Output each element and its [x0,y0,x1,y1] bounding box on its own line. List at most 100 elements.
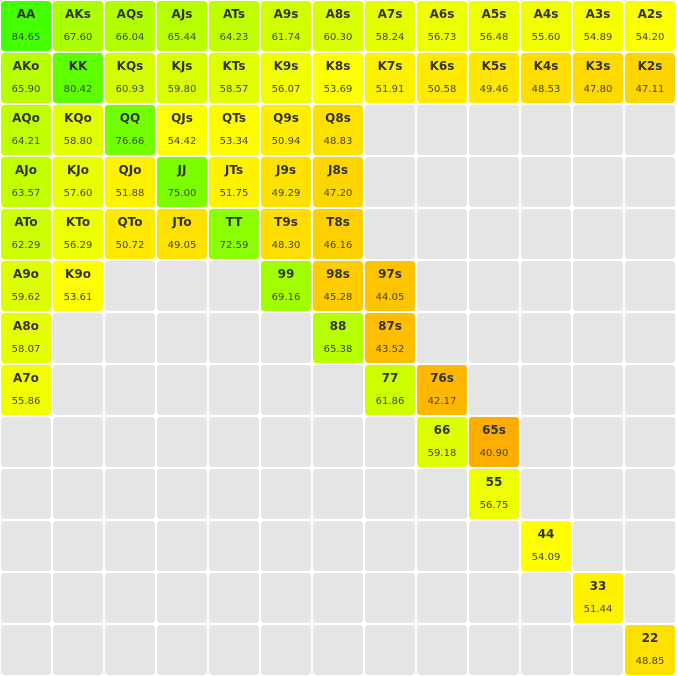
hand-cell[interactable]: AKs 67.60 [53,1,103,51]
hand-cell[interactable]: Q8s 48.83 [313,105,363,155]
equity-value: 69.16 [271,292,301,303]
hand-cell[interactable]: AA 84.65 [1,1,51,51]
hand-cell[interactable]: QJo 51.88 [105,157,155,207]
hand-cell[interactable]: A9o 59.62 [1,261,51,311]
hand-cell[interactable]: K8s 53.69 [313,53,363,103]
hand-cell[interactable]: K2s 47.11 [625,53,675,103]
hand-cell[interactable]: 77 61.86 [365,365,415,415]
hand-cell[interactable]: 76s 42.17 [417,365,467,415]
equity-value: 48.83 [323,136,353,147]
hand-cell[interactable]: A8s 60.30 [313,1,363,51]
hand-cell[interactable]: KTo 56.29 [53,209,103,259]
hand-label: T9s [274,215,298,229]
hand-cell[interactable]: J9s 49.29 [261,157,311,207]
hand-cell[interactable]: K6s 50.58 [417,53,467,103]
hand-label: QJo [118,163,142,177]
hand-cell[interactable]: AJs 65.44 [157,1,207,51]
hand-cell[interactable]: AQs 66.04 [105,1,155,51]
hand-cell[interactable]: 87s 43.52 [365,313,415,363]
hand-cell[interactable]: KK 80.42 [53,53,103,103]
hand-cell[interactable]: T9s 48.30 [261,209,311,259]
hand-label: 65s [482,423,506,437]
hand-cell[interactable]: 22 48.85 [625,625,675,675]
hand-cell[interactable]: QTo 50.72 [105,209,155,259]
hand-cell[interactable]: AKo 65.90 [1,53,51,103]
hand-cell[interactable]: 55 56.75 [469,469,519,519]
equity-value: 50.94 [271,136,301,147]
hand-label: 55 [485,475,503,489]
empty-cell [157,625,207,675]
empty-cell [469,157,519,207]
empty-cell [209,625,259,675]
hand-cell[interactable]: QJs 54.42 [157,105,207,155]
empty-cell [1,521,51,571]
empty-cell [417,157,467,207]
hand-cell[interactable]: AQo 64.21 [1,105,51,155]
hand-cell[interactable]: 44 54.09 [521,521,571,571]
empty-cell [209,521,259,571]
hand-cell[interactable]: 98s 45.28 [313,261,363,311]
hand-cell[interactable]: A3s 54.89 [573,1,623,51]
hand-cell[interactable]: A5s 56.48 [469,1,519,51]
hand-cell[interactable]: K9s 56.07 [261,53,311,103]
hand-label: AJs [171,7,193,21]
hand-cell[interactable]: 65s 40.90 [469,417,519,467]
empty-cell [625,313,675,363]
hand-cell[interactable]: AJo 63.57 [1,157,51,207]
hand-label: QTs [222,111,246,125]
hand-cell[interactable]: 33 51.44 [573,573,623,623]
hand-cell[interactable]: QQ 76.66 [105,105,155,155]
hand-cell[interactable]: ATs 64.23 [209,1,259,51]
empty-cell [365,573,415,623]
hand-label: A9o [13,267,39,281]
equity-value: 51.44 [583,604,613,615]
equity-value: 51.75 [219,188,249,199]
hand-cell[interactable]: A4s 55.60 [521,1,571,51]
hand-cell[interactable]: K3s 47.80 [573,53,623,103]
hand-cell[interactable]: Q9s 50.94 [261,105,311,155]
hand-cell[interactable]: T8s 46.16 [313,209,363,259]
hand-cell[interactable]: A7s 58.24 [365,1,415,51]
hand-cell[interactable]: KJo 57.60 [53,157,103,207]
hand-cell[interactable]: KQs 60.93 [105,53,155,103]
hand-cell[interactable]: K4s 48.53 [521,53,571,103]
hand-cell[interactable]: KJs 59.80 [157,53,207,103]
hand-cell[interactable]: 66 59.18 [417,417,467,467]
hand-cell[interactable]: K5s 49.46 [469,53,519,103]
hand-cell[interactable]: QTs 53.34 [209,105,259,155]
hand-label: A2s [637,7,663,21]
empty-cell [521,573,571,623]
hand-cell[interactable]: 97s 44.05 [365,261,415,311]
hand-label: K6s [429,59,455,73]
hand-cell[interactable]: K9o 53.61 [53,261,103,311]
hand-cell[interactable]: A8o 58.07 [1,313,51,363]
hand-cell[interactable]: 99 69.16 [261,261,311,311]
hand-cell[interactable]: TT 72.59 [209,209,259,259]
empty-cell [625,157,675,207]
empty-cell [469,625,519,675]
hand-label: ATo [14,215,38,229]
hand-cell[interactable]: 88 65.38 [313,313,363,363]
hand-cell[interactable]: A6s 56.73 [417,1,467,51]
hand-cell[interactable]: A7o 55.86 [1,365,51,415]
hand-cell[interactable]: JTo 49.05 [157,209,207,259]
hand-cell[interactable]: J8s 47.20 [313,157,363,207]
hand-cell[interactable]: A9s 61.74 [261,1,311,51]
hand-cell[interactable]: K7s 51.91 [365,53,415,103]
empty-cell [625,365,675,415]
equity-value: 59.18 [427,448,457,459]
hand-label: AQs [116,7,144,21]
hand-cell[interactable]: JTs 51.75 [209,157,259,207]
hand-cell[interactable]: JJ 75.00 [157,157,207,207]
empty-cell [625,521,675,571]
hand-cell[interactable]: A2s 54.20 [625,1,675,51]
hand-cell[interactable]: KQo 58.80 [53,105,103,155]
empty-cell [573,417,623,467]
empty-cell [625,105,675,155]
hand-label: A8s [325,7,351,21]
hand-label: QTo [117,215,143,229]
equity-value: 59.62 [11,292,41,303]
hand-cell[interactable]: KTs 58.57 [209,53,259,103]
hand-cell[interactable]: ATo 62.29 [1,209,51,259]
empty-cell [53,365,103,415]
